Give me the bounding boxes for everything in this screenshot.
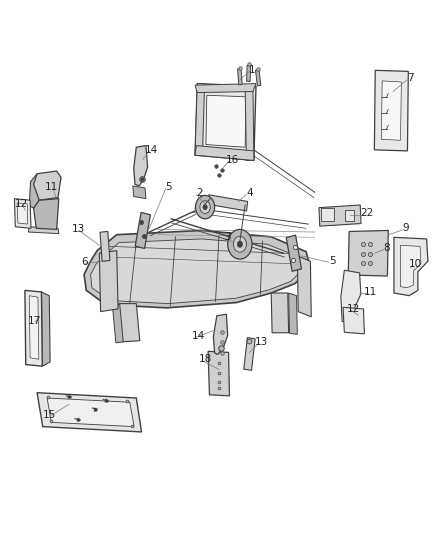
Polygon shape <box>381 81 401 140</box>
Circle shape <box>203 205 207 210</box>
Text: 15: 15 <box>42 410 56 420</box>
Polygon shape <box>400 245 421 288</box>
Polygon shape <box>286 235 301 271</box>
Polygon shape <box>42 292 50 366</box>
Polygon shape <box>206 95 246 147</box>
Polygon shape <box>321 208 334 221</box>
Text: 13: 13 <box>255 337 268 347</box>
Polygon shape <box>195 84 256 160</box>
Polygon shape <box>374 70 408 151</box>
Polygon shape <box>91 239 303 304</box>
Polygon shape <box>208 351 230 396</box>
Polygon shape <box>195 84 205 155</box>
Polygon shape <box>29 174 39 208</box>
Text: 3: 3 <box>224 232 231 243</box>
Text: 6: 6 <box>81 257 88 267</box>
Circle shape <box>195 196 215 219</box>
Polygon shape <box>100 231 110 261</box>
Polygon shape <box>25 290 42 366</box>
Polygon shape <box>37 393 141 432</box>
Text: 5: 5 <box>166 182 172 192</box>
Polygon shape <box>348 230 389 276</box>
Polygon shape <box>245 86 254 160</box>
Polygon shape <box>99 251 118 312</box>
Text: 12: 12 <box>14 199 28 209</box>
Circle shape <box>200 201 210 214</box>
Polygon shape <box>34 199 59 229</box>
Text: 1: 1 <box>248 66 255 75</box>
Polygon shape <box>345 211 354 221</box>
Polygon shape <box>14 199 31 228</box>
Polygon shape <box>195 146 254 160</box>
Polygon shape <box>34 171 61 200</box>
Polygon shape <box>134 146 148 186</box>
Polygon shape <box>394 237 428 296</box>
Text: 17: 17 <box>28 316 41 326</box>
Text: 10: 10 <box>409 259 422 269</box>
Polygon shape <box>237 69 242 85</box>
Text: 4: 4 <box>246 188 253 198</box>
Text: 5: 5 <box>329 256 336 266</box>
Polygon shape <box>289 293 297 334</box>
Polygon shape <box>343 308 364 334</box>
Text: 22: 22 <box>360 208 374 219</box>
Polygon shape <box>195 84 256 93</box>
Circle shape <box>233 236 247 252</box>
Text: 13: 13 <box>72 224 85 235</box>
Polygon shape <box>208 195 247 211</box>
Text: 16: 16 <box>226 156 239 165</box>
Polygon shape <box>28 227 59 233</box>
Text: 8: 8 <box>383 243 390 253</box>
Text: 2: 2 <box>196 188 203 198</box>
Text: 12: 12 <box>346 304 360 314</box>
Polygon shape <box>113 305 123 343</box>
Polygon shape <box>119 304 140 342</box>
Text: 14: 14 <box>191 332 205 342</box>
Text: 7: 7 <box>407 73 414 83</box>
Polygon shape <box>297 256 311 317</box>
Polygon shape <box>255 70 261 86</box>
Polygon shape <box>47 398 134 426</box>
Polygon shape <box>17 203 28 224</box>
Polygon shape <box>244 337 255 370</box>
Text: 14: 14 <box>145 145 158 155</box>
Polygon shape <box>213 314 228 354</box>
Polygon shape <box>84 230 311 308</box>
Text: 11: 11 <box>45 182 58 192</box>
Text: 18: 18 <box>198 354 212 364</box>
Polygon shape <box>135 212 151 248</box>
Text: 9: 9 <box>403 223 410 233</box>
Text: 11: 11 <box>364 287 377 297</box>
Polygon shape <box>133 186 146 199</box>
Polygon shape <box>29 296 39 359</box>
Polygon shape <box>247 66 251 82</box>
Circle shape <box>228 229 252 259</box>
Polygon shape <box>319 205 361 226</box>
Polygon shape <box>341 270 361 321</box>
Circle shape <box>237 241 243 247</box>
Polygon shape <box>271 293 289 333</box>
